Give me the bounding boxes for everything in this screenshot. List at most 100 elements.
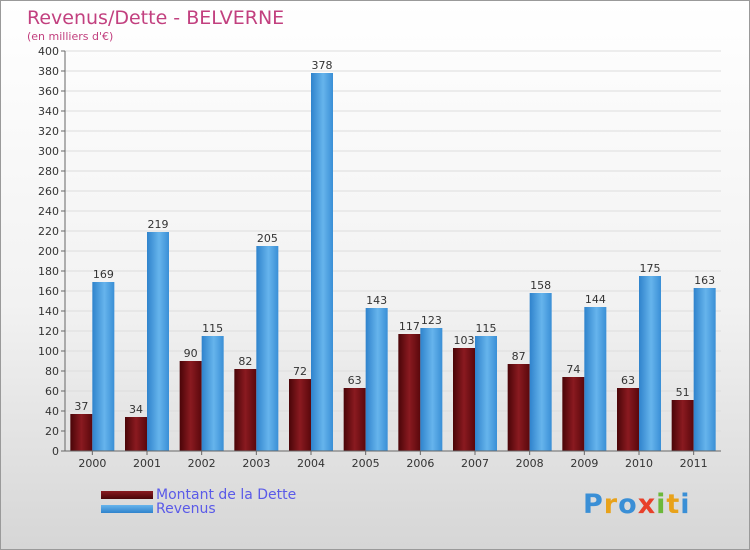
logo-letter: r — [603, 489, 619, 520]
data-label: 51 — [676, 386, 690, 399]
y-tick-label: 280 — [38, 165, 59, 178]
data-label: 37 — [74, 400, 88, 413]
x-tick-label: 2000 — [78, 457, 106, 470]
y-axis: 0 20 40 60 80 100 120 140 160 180 200 220 240 260 280 3… — [38, 45, 66, 458]
bar-debt — [562, 377, 585, 451]
bars — [70, 73, 716, 451]
x-tick-label: 2006 — [406, 457, 434, 470]
bar-revenue — [365, 308, 388, 451]
y-tick-label: 160 — [38, 285, 59, 298]
x-tick-label: 2005 — [352, 457, 380, 470]
x-tick-label: 2007 — [461, 457, 489, 470]
y-tick-label: 200 — [38, 245, 59, 258]
bar-debt — [179, 361, 202, 451]
x-tick-label: 2011 — [680, 457, 708, 470]
x-axis: 2000 2001 2002 2003 2004 2005 2006 2007 2008 2009… — [65, 450, 721, 470]
data-label: 175 — [640, 262, 661, 275]
data-label: 163 — [694, 274, 715, 287]
y-tick-label: 20 — [45, 425, 59, 438]
data-label: 158 — [530, 279, 551, 292]
data-label: 82 — [238, 355, 252, 368]
chart-subtitle: (en milliers d'€) — [27, 30, 114, 43]
bar-revenue — [693, 288, 716, 451]
legend-swatch-revenue — [101, 505, 153, 513]
bar-revenue — [475, 336, 497, 451]
bar-debt — [617, 388, 639, 451]
x-tick-label: 2008 — [516, 457, 544, 470]
y-tick-label: 100 — [38, 345, 59, 358]
y-tick-label: 40 — [45, 405, 59, 418]
x-tick-label: 2003 — [242, 457, 270, 470]
y-tick-label: 260 — [38, 185, 59, 198]
legend-swatch-debt — [101, 491, 153, 499]
legend-label-revenue: Revenus — [156, 501, 216, 517]
bar-revenue — [584, 307, 607, 451]
data-label: 74 — [566, 363, 580, 376]
y-tick-label: 180 — [38, 265, 59, 278]
bar-revenue — [256, 246, 279, 451]
logo-letter: P — [583, 489, 604, 520]
y-tick-label: 240 — [38, 205, 59, 218]
bar-revenue — [92, 282, 115, 451]
y-tick-label: 380 — [38, 65, 59, 78]
data-label: 90 — [184, 347, 198, 360]
y-tick-label: 220 — [38, 225, 59, 238]
data-label: 72 — [293, 365, 307, 378]
data-label: 63 — [621, 374, 635, 387]
y-tick-label: 0 — [52, 445, 59, 458]
x-tick-label: 2004 — [297, 457, 325, 470]
y-tick-label: 60 — [45, 385, 59, 398]
data-label: 144 — [585, 293, 606, 306]
y-tick-label: 80 — [45, 365, 59, 378]
bar-debt — [234, 369, 257, 451]
legend-item-debt: Montant de la Dette — [101, 487, 296, 503]
proxiti-logo: Proxiti — [583, 489, 691, 520]
chart-title: Revenus/Dette - BELVERNE — [27, 7, 285, 29]
data-label: 34 — [129, 403, 143, 416]
y-tick-label: 120 — [38, 325, 59, 338]
data-label: 205 — [257, 232, 278, 245]
logo-letter: i — [680, 489, 691, 520]
x-tick-label: 2001 — [133, 457, 161, 470]
logo-letter: i — [656, 489, 667, 520]
bar-revenue — [311, 73, 333, 451]
grid-lines — [65, 50, 721, 452]
legend-item-revenue: Revenus — [101, 501, 216, 517]
legend-label-debt: Montant de la Dette — [156, 487, 297, 503]
bar-debt — [70, 414, 93, 451]
data-label: 103 — [454, 334, 475, 347]
y-tick-label: 300 — [38, 145, 59, 158]
logo-letter: o — [618, 489, 638, 520]
bar-revenue — [639, 276, 661, 451]
data-label: 123 — [421, 314, 442, 327]
bar-debt — [507, 364, 530, 451]
y-tick-label: 400 — [38, 45, 59, 58]
x-tick-label: 2009 — [570, 457, 598, 470]
data-label: 169 — [93, 268, 114, 281]
data-label: 115 — [476, 322, 497, 335]
data-label: 87 — [512, 350, 526, 363]
data-label: 219 — [148, 218, 169, 231]
data-label: 143 — [366, 294, 387, 307]
y-tick-label: 360 — [38, 85, 59, 98]
data-label: 378 — [312, 59, 333, 72]
bar-revenue — [529, 293, 552, 451]
data-label: 117 — [399, 320, 420, 333]
x-tick-label: 2002 — [188, 457, 216, 470]
data-label: 63 — [348, 374, 362, 387]
bar-debt — [125, 417, 147, 451]
y-tick-label: 340 — [38, 105, 59, 118]
y-tick-label: 320 — [38, 125, 59, 138]
bar-revenue — [201, 336, 224, 451]
bar-revenue — [420, 328, 443, 451]
logo-letter: t — [666, 489, 681, 520]
bar-revenue — [147, 232, 169, 451]
data-label: 115 — [202, 322, 223, 335]
bar-debt — [398, 334, 421, 451]
bar-debt — [289, 379, 311, 451]
y-tick-label: 140 — [38, 305, 59, 318]
logo-letter: x — [637, 489, 657, 520]
